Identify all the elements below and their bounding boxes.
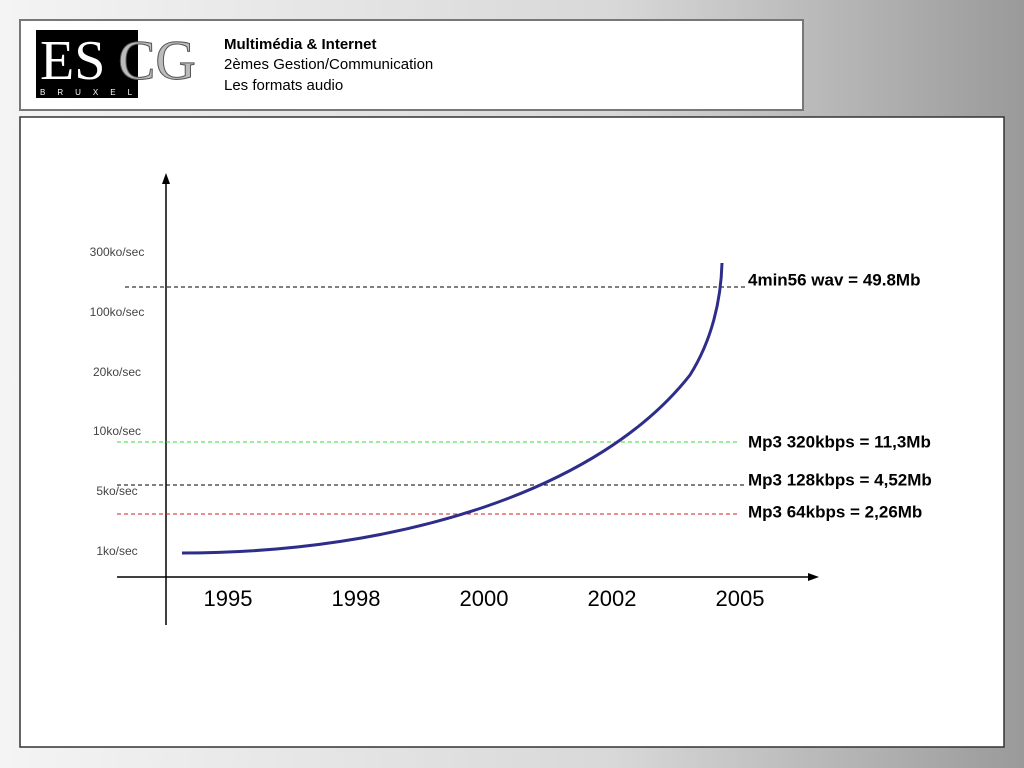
x-label: 2002 bbox=[588, 586, 637, 611]
y-label: 100ko/sec bbox=[90, 305, 145, 319]
y-arrow bbox=[162, 173, 170, 184]
labels: 300ko/sec 100ko/sec 20ko/sec 10ko/sec 5ko/se… bbox=[90, 245, 932, 611]
header-course: 2èmes Gestion/Communication bbox=[224, 56, 433, 73]
x-arrow bbox=[808, 573, 819, 581]
y-label: 20ko/sec bbox=[93, 365, 141, 379]
header-topic: Les formats audio bbox=[224, 77, 343, 94]
y-label: 300ko/sec bbox=[90, 245, 145, 259]
logo-block bbox=[36, 30, 138, 98]
ref-label: Mp3 64kbps = 2,26Mb bbox=[748, 502, 922, 521]
ref-label: 4min56 wav = 49.8Mb bbox=[748, 270, 920, 289]
x-label: 2000 bbox=[460, 586, 509, 611]
header-box bbox=[19, 19, 804, 111]
y-label: 1ko/sec bbox=[96, 544, 137, 558]
ref-label: Mp3 320kbps = 11,3Mb bbox=[748, 432, 931, 451]
y-label: 10ko/sec bbox=[93, 424, 141, 438]
logo-left: ES bbox=[40, 30, 105, 92]
x-label: 2005 bbox=[716, 586, 765, 611]
logo-right: CG bbox=[118, 30, 196, 92]
ref-label: Mp3 128kbps = 4,52Mb bbox=[748, 470, 932, 489]
logo-city: BRUXELLES bbox=[40, 88, 195, 97]
y-label: 5ko/sec bbox=[96, 484, 137, 498]
x-label: 1995 bbox=[204, 586, 253, 611]
x-label: 1998 bbox=[332, 586, 381, 611]
growth-curve bbox=[181, 262, 724, 555]
content-box bbox=[19, 116, 1005, 748]
header-title: Multimédia & Internet bbox=[224, 36, 377, 53]
